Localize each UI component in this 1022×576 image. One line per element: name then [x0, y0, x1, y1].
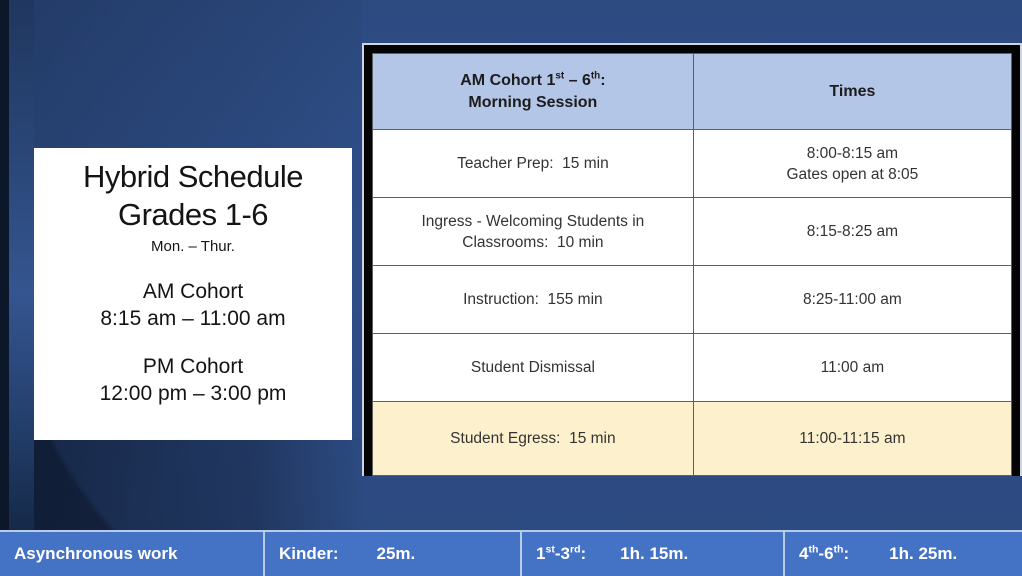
- left-edge-strip: [0, 0, 9, 533]
- bar-cell-grades-1-3: 1st-3rd: 1h. 15m.: [520, 532, 783, 576]
- kinder-label: Kinder:: [279, 544, 339, 563]
- grades-4-6-label: 4th-6th:: [799, 543, 850, 563]
- background-bottomleft-shade: [0, 438, 366, 533]
- async-work-label: Asynchronous work: [14, 544, 178, 563]
- activity-cell: Ingress - Welcoming Students in Classroo…: [372, 197, 694, 266]
- card-title-line2: Grades 1-6: [117, 197, 269, 232]
- time-note: Gates open at 8:05: [786, 165, 919, 183]
- pm-cohort-block: PM Cohort 12:00 pm – 3:00 pm: [34, 353, 352, 407]
- table-row-dismissal: Student Dismissal 11:00 am: [372, 333, 1013, 402]
- activity-cell: Instruction: 155 min: [372, 265, 694, 334]
- activity-cell: Teacher Prep: 15 min: [372, 129, 694, 198]
- am-cohort-time: 8:15 am – 11:00 am: [100, 307, 286, 330]
- table-header-row: AM Cohort 1st – 6th: Morning Session Tim…: [372, 53, 1013, 130]
- table-row-instruction: Instruction: 155 min 8:25-11:00 am: [372, 265, 1013, 334]
- header-activity-cell: AM Cohort 1st – 6th: Morning Session: [372, 53, 694, 130]
- morning-session-table: AM Cohort 1st – 6th: Morning Session Tim…: [372, 53, 1013, 476]
- header-activity-line1: AM Cohort 1st – 6th:: [460, 70, 606, 89]
- header-activity-line2: Morning Session: [468, 93, 598, 111]
- time-cell: 11:00-11:15 am: [692, 401, 1013, 476]
- grades-4-6-value: 1h. 25m.: [889, 544, 958, 563]
- bar-cell-async: Asynchronous work: [0, 532, 263, 576]
- morning-session-table-frame: AM Cohort 1st – 6th: Morning Session Tim…: [362, 43, 1022, 476]
- schedule-info-card: Hybrid Schedule Grades 1-6 Mon. – Thur. …: [34, 148, 352, 440]
- pm-cohort-time: 12:00 pm – 3:00 pm: [99, 382, 287, 405]
- bar-cell-grades-4-6: 4th-6th: 1h. 25m.: [783, 532, 1022, 576]
- time-range: 8:00-8:15 am: [806, 144, 899, 162]
- time-cell: 8:00-8:15 am Gates open at 8:05: [692, 129, 1013, 198]
- am-cohort-block: AM Cohort 8:15 am – 11:00 am: [34, 278, 352, 332]
- pm-cohort-label: PM Cohort: [142, 355, 244, 378]
- bar-cell-kinder: Kinder: 25m.: [263, 532, 520, 576]
- grades-1-3-label: 1st-3rd:: [536, 543, 587, 563]
- morning-session-table-border: AM Cohort 1st – 6th: Morning Session Tim…: [364, 45, 1020, 476]
- header-times-cell: Times: [692, 53, 1013, 130]
- card-title-line1: Hybrid Schedule: [83, 159, 303, 194]
- asynchronous-work-bar: Asynchronous work Kinder: 25m. 1st-3rd: …: [0, 530, 1022, 576]
- am-cohort-label: AM Cohort: [142, 280, 244, 303]
- kinder-value: 25m.: [376, 544, 416, 563]
- left-edge-band: [9, 0, 34, 533]
- table-row-ingress: Ingress - Welcoming Students in Classroo…: [372, 197, 1013, 266]
- card-days: Mon. – Thur.: [151, 238, 235, 255]
- time-cell: 8:25-11:00 am: [692, 265, 1013, 334]
- time-cell: 11:00 am: [692, 333, 1013, 402]
- activity-cell: Student Egress: 15 min: [372, 401, 694, 476]
- grades-1-3-value: 1h. 15m.: [620, 544, 689, 563]
- table-row-teacher-prep: Teacher Prep: 15 min 8:00-8:15 am Gates …: [372, 129, 1013, 198]
- time-cell: 8:15-8:25 am: [692, 197, 1013, 266]
- table-row-egress: Student Egress: 15 min 11:00-11:15 am: [372, 401, 1013, 476]
- activity-cell: Student Dismissal: [372, 333, 694, 402]
